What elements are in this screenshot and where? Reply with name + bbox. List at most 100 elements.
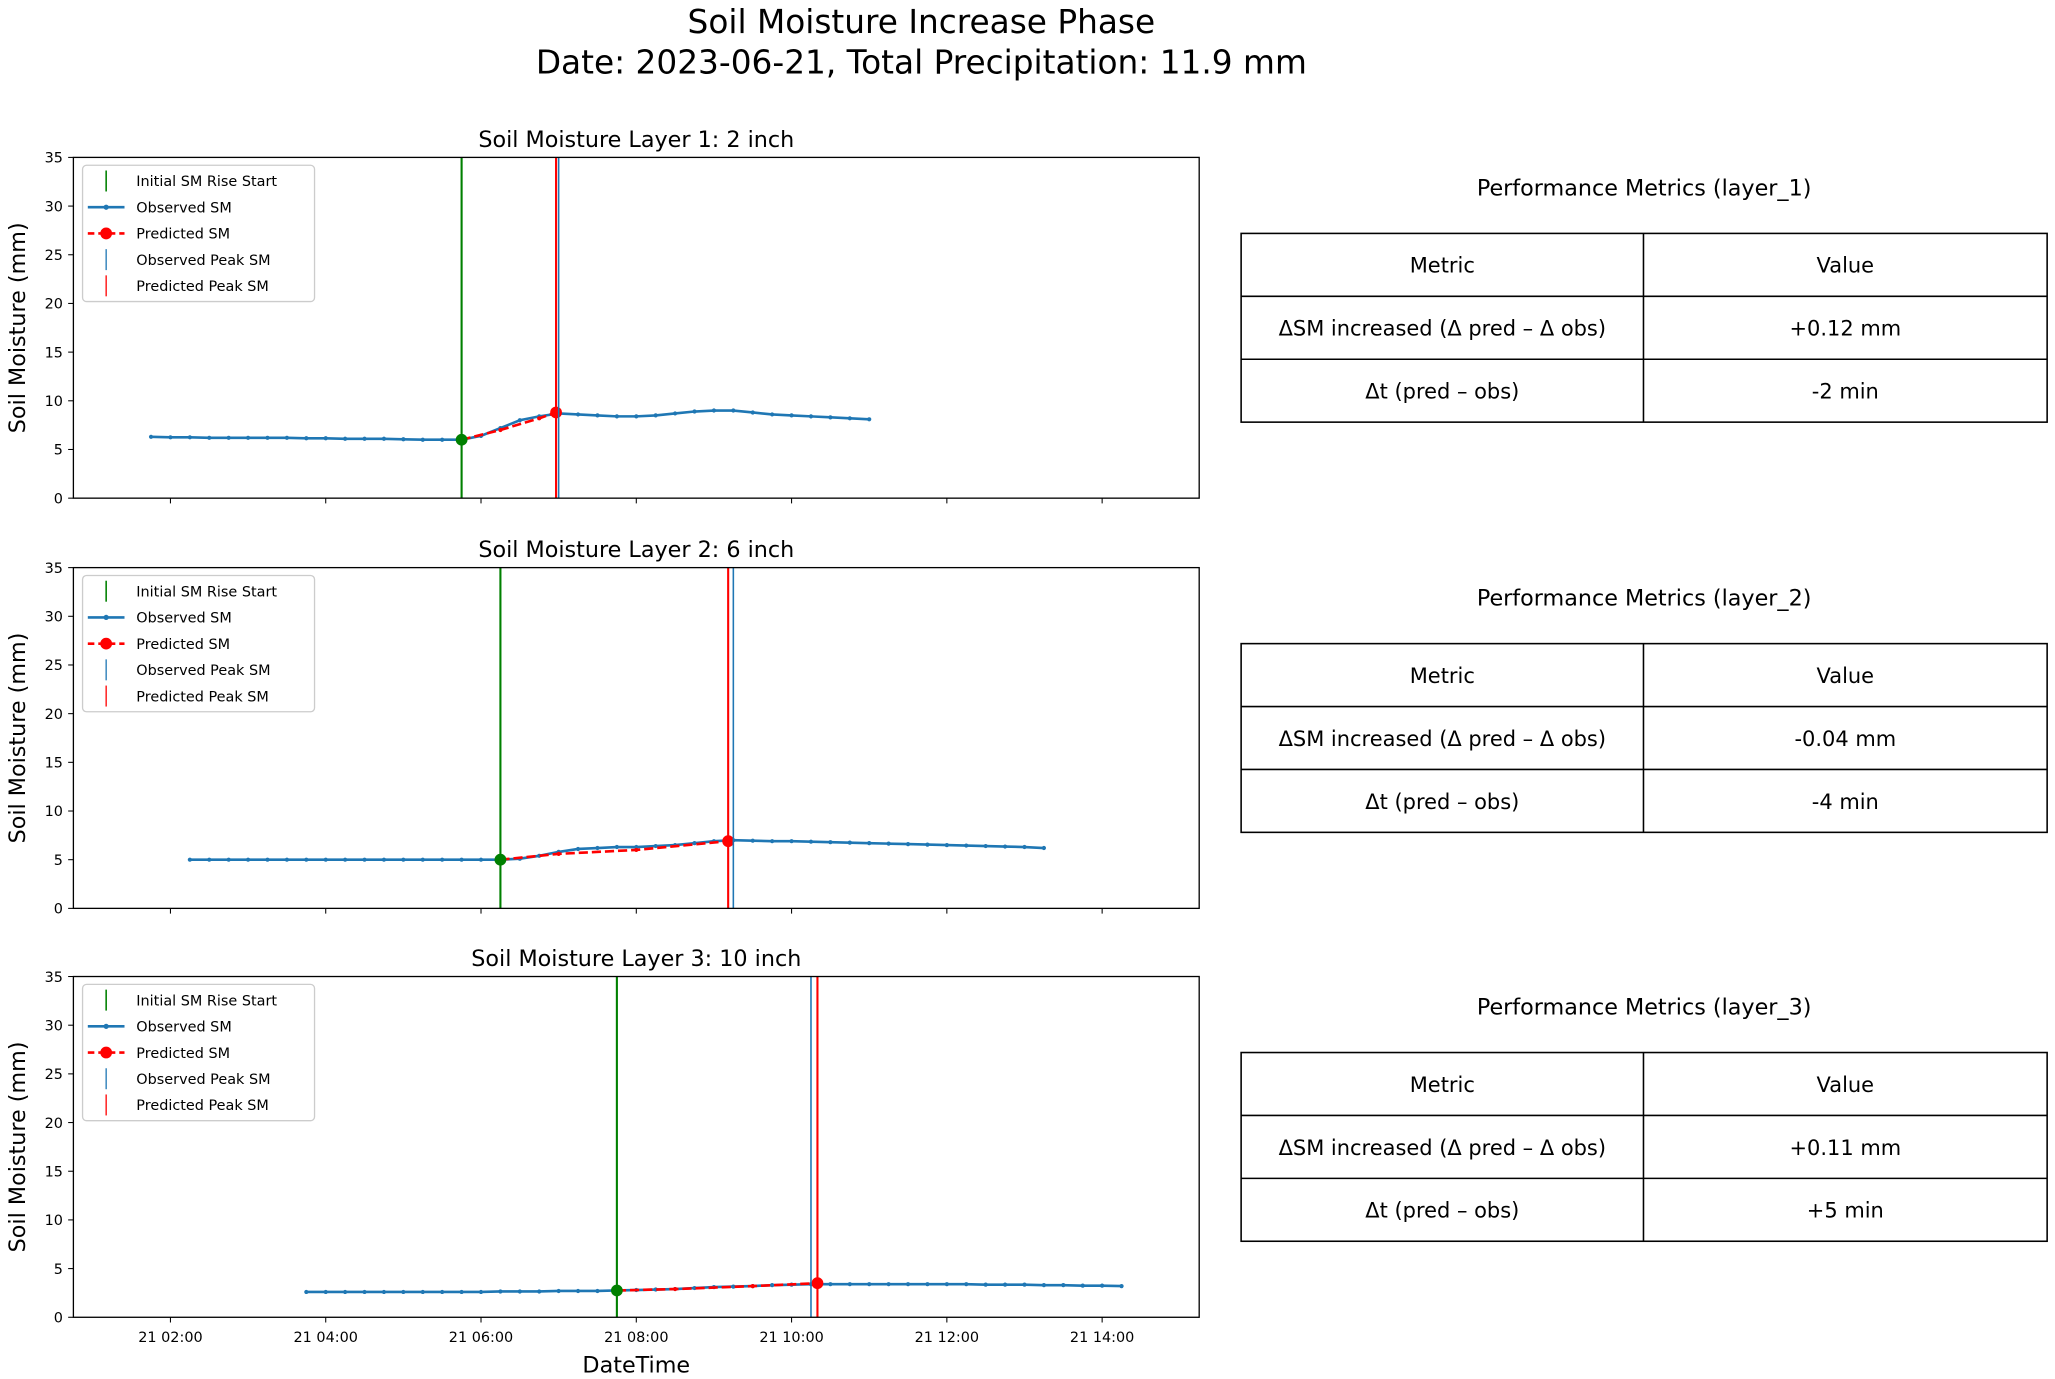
observed-sm-point (1002, 1282, 1008, 1287)
observed-sm-point (770, 412, 775, 417)
observed-sm-point (362, 436, 367, 441)
y-tick-label: 30 (45, 199, 63, 215)
y-tick-label: 15 (45, 1164, 63, 1180)
observed-sm-point (575, 846, 581, 852)
y-tick-label: 5 (54, 443, 63, 459)
observed-sm-point (323, 1289, 328, 1295)
table-header-cell: Value (1817, 254, 1875, 278)
observed-sm-point (1080, 1283, 1085, 1288)
observed-sm-point (789, 839, 794, 844)
chart-title: Soil Moisture Layer 2: 6 inch (478, 537, 794, 563)
observed-sm-point (750, 838, 755, 843)
observed-sm-point (770, 839, 775, 844)
observed-sm-point (692, 841, 697, 846)
rise-start-marker (494, 853, 507, 866)
y-tick-label: 20 (45, 297, 63, 313)
observed-sm-point (711, 408, 717, 413)
observed-sm-point (614, 414, 619, 419)
legend-label: Observed SM (136, 1020, 231, 1036)
observed-sm-point (362, 1289, 367, 1295)
y-axis-label: Soil Moisture (mm) (5, 222, 31, 433)
observed-sm-point (459, 1289, 464, 1295)
observed-sm-point (362, 857, 367, 862)
observed-sm-point (964, 843, 969, 848)
observed-sm-point (614, 844, 619, 850)
rise-start-marker (610, 1284, 623, 1297)
observed-sm-point (537, 1289, 542, 1294)
y-tick-label: 15 (45, 756, 63, 772)
observed-sm-point (828, 840, 833, 845)
axes-frame (72, 566, 1200, 910)
observed-sm-point (207, 857, 212, 862)
layer-2-metrics-table: Performance Metrics (layer_2) Metric Value… (1240, 586, 2048, 834)
legend: Initial SM Rise Start Observed SM Predicte… (81, 164, 316, 303)
observed-sm-point (478, 1289, 484, 1295)
observed-sm-point (323, 857, 328, 862)
observed-sm-point (847, 840, 852, 845)
y-tick-label: 25 (45, 1067, 63, 1083)
observed-sm-point (343, 1289, 348, 1295)
observed-sm-point (595, 845, 600, 851)
observed-sm-point (1002, 844, 1008, 849)
layer-3-metrics-table: Performance Metrics (layer_3) Metric Value… (1240, 995, 2048, 1243)
observed-sm-point (381, 436, 387, 441)
y-tick-label: 25 (45, 658, 63, 674)
observed-sm-point (304, 1289, 309, 1295)
predicted-sm-line (616, 1281, 818, 1292)
table-header-cell: Value (1817, 664, 1875, 688)
observed-sm-point (381, 857, 387, 862)
x-tick-label: 21 10:00 (759, 1330, 823, 1346)
observed-sm-point (673, 411, 678, 416)
table-title: Performance Metrics (layer_1) (1477, 175, 1812, 201)
y-tick-label: 5 (54, 853, 63, 869)
observed-sm-point (750, 410, 755, 415)
y-tick-label: 20 (45, 1116, 63, 1132)
axes-frame (72, 156, 1200, 499)
observed-sm-point (828, 1282, 833, 1287)
observed-sm-point (983, 843, 988, 849)
legend-label: Predicted Peak SM (136, 1098, 269, 1114)
legend-label: Observed Peak SM (136, 663, 270, 679)
axes-frame (72, 975, 1200, 1318)
legend-box (81, 164, 316, 303)
y-tick-label: 35 (45, 561, 63, 577)
table-cell: +0.12 mm (1789, 317, 1901, 341)
table-cell: Δt (pred – obs) (1365, 380, 1519, 404)
y-tick-label: 0 (54, 1311, 63, 1327)
observed-sm-point (187, 435, 192, 440)
table-cell: Δt (pred – obs) (1365, 1199, 1519, 1223)
observed-sm-point (634, 414, 639, 419)
legend-observed-marker (103, 1023, 109, 1029)
legend: Initial SM Rise Start Observed SM Predicte… (81, 983, 316, 1122)
observed-sm-point (925, 842, 930, 847)
observed-sm-point (595, 413, 600, 418)
figure-title: Soil Moisture Increase Phase (688, 3, 1156, 41)
table-header-cell: Value (1817, 1073, 1875, 1097)
legend-label: Predicted SM (136, 637, 230, 653)
chart-title: Soil Moisture Layer 3: 10 inch (471, 946, 801, 972)
predicted-sm-line (461, 411, 557, 442)
observed-sm-point (284, 435, 290, 440)
observed-sm-point (944, 842, 949, 848)
x-tick-label: 21 12:00 (915, 1330, 979, 1346)
legend-predicted-marker (100, 227, 113, 240)
y-tick-label: 25 (45, 248, 63, 264)
observed-sm-point (517, 1289, 522, 1294)
legend-label: Observed SM (136, 200, 231, 216)
layer-3-chart: Soil Moisture Layer 3: 10 inch Soil Moist… (5, 946, 1200, 1378)
observed-sm-point (556, 1288, 561, 1294)
table-cell: -0.04 mm (1794, 727, 1896, 751)
observed-sm-point (245, 857, 251, 862)
observed-sm-point (1041, 845, 1047, 851)
legend-predicted-marker (100, 1046, 113, 1059)
x-tick-label: 21 04:00 (294, 1330, 358, 1346)
observed-sm-point (575, 1288, 581, 1294)
legend-label: Observed SM (136, 611, 231, 627)
observed-sm-point (1022, 1282, 1027, 1287)
table-header-cell: Metric (1410, 664, 1475, 688)
observed-sm-point (1119, 1284, 1124, 1289)
observed-sm-point (420, 437, 425, 442)
predicted-sm-line (500, 839, 729, 861)
observed-sm-point (304, 857, 309, 862)
